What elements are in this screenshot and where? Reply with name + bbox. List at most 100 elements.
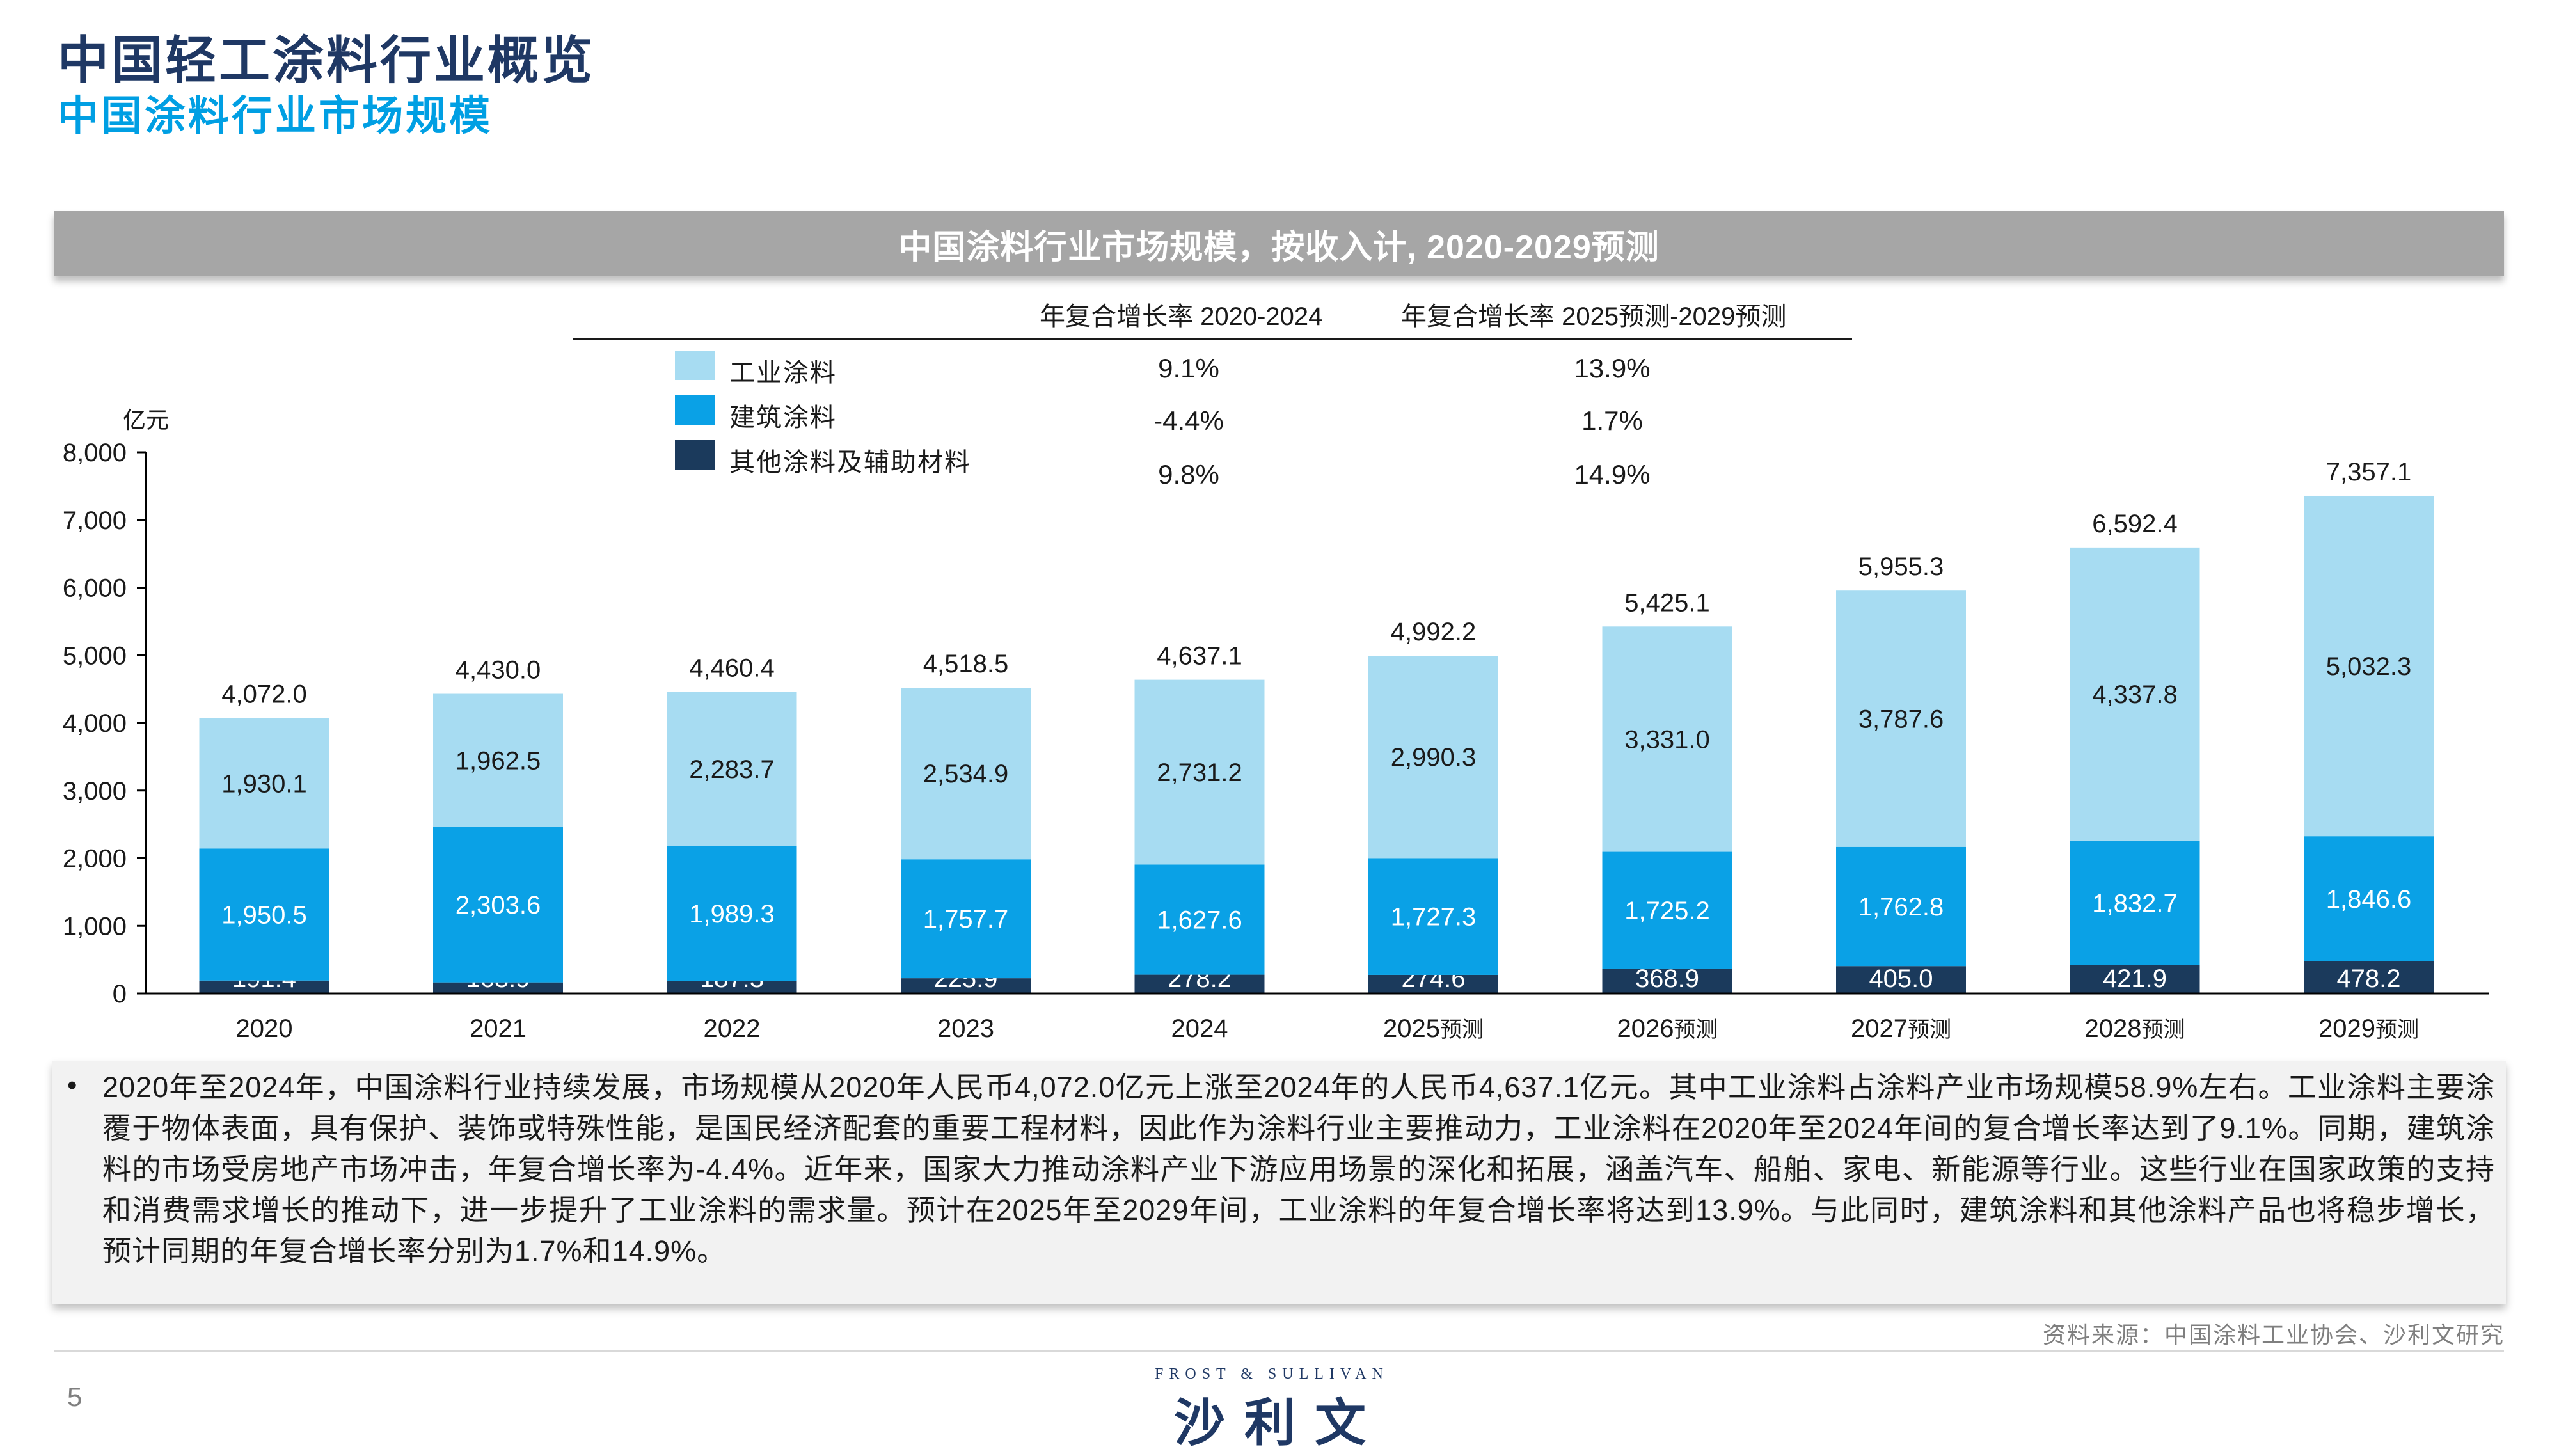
- data-label-architectural: 1,727.3: [1391, 903, 1476, 931]
- legend-label-architectural: 建筑涂料: [729, 404, 837, 432]
- total-label: 4,992.2: [1391, 618, 1476, 646]
- bar-segment-other: [1836, 966, 1966, 993]
- bar-segment-other: [1368, 974, 1498, 993]
- page-number: 5: [67, 1382, 83, 1412]
- data-label-industrial: 5,032.3: [2326, 653, 2411, 681]
- bar-segment-other: [1602, 968, 1732, 993]
- data-label-architectural: 1,757.7: [923, 905, 1008, 933]
- x-tick-label: 2029预测: [2318, 1015, 2419, 1043]
- y-tick-label: 5,000: [63, 642, 127, 670]
- bar-segment-architectural: [1134, 864, 1265, 975]
- total-label: 5,955.3: [1858, 553, 1944, 581]
- y-tick-label: 6,000: [63, 574, 127, 603]
- data-label-industrial: 2,283.7: [689, 756, 774, 784]
- x-tick-label: 2027预测: [1851, 1015, 1951, 1043]
- logo-chinese: 沙利文: [1174, 1395, 1385, 1452]
- summary-box: [52, 1061, 2506, 1304]
- bar-segment-other: [667, 981, 797, 993]
- data-label-architectural: 1,989.3: [689, 900, 774, 928]
- bar-segment-industrial: [433, 693, 563, 827]
- source-note: 资料来源：中国涂料工业协会、沙利文研究: [2042, 1322, 2505, 1348]
- bar-segment-industrial: [1134, 679, 1265, 865]
- bar-segment-industrial: [2070, 547, 2200, 841]
- x-tick-label: 2024: [1171, 1015, 1228, 1043]
- data-label-architectural: 1,832.7: [2092, 889, 2177, 917]
- data-label-architectural: 1,627.6: [1157, 906, 1242, 935]
- bar-segment-architectural: [2304, 836, 2434, 961]
- legend-swatch-industrial: [675, 351, 715, 380]
- cagr-divider: [573, 338, 1852, 340]
- y-tick-label: 2,000: [63, 845, 127, 873]
- total-label: 6,592.4: [2092, 510, 2177, 538]
- y-tick-label: 4,000: [63, 709, 127, 738]
- bar-segment-other: [2304, 961, 2434, 993]
- data-label-industrial: 3,331.0: [1624, 725, 1709, 754]
- bar-segment-other: [1134, 974, 1265, 993]
- cagr-header-2: 年复合增长率 2025预测-2029预测: [1401, 303, 1787, 331]
- logo-english: FROST & SULLIVAN: [1155, 1366, 1389, 1382]
- cagr-other-2020-2024: 9.8%: [1158, 459, 1219, 489]
- bar-segment-industrial: [1368, 656, 1498, 859]
- bar-segment-architectural: [1368, 858, 1498, 975]
- data-label-industrial: 2,534.9: [923, 760, 1008, 788]
- legend-label-industrial: 工业涂料: [729, 359, 837, 387]
- bar-segment-other: [2070, 965, 2200, 993]
- data-label-industrial: 2,990.3: [1391, 743, 1476, 772]
- total-label: 4,072.0: [221, 680, 306, 708]
- footer-divider: [54, 1350, 2504, 1352]
- bullet-icon: •: [67, 1070, 77, 1101]
- bar-segment-architectural: [433, 827, 563, 983]
- x-tick-label: 2023: [937, 1015, 994, 1043]
- cagr-header-1: 年复合增长率 2020-2024: [1040, 303, 1323, 331]
- page-title: 中国轻工涂料行业概览: [58, 32, 595, 89]
- x-tick-label: 2026预测: [1617, 1015, 1718, 1043]
- y-tick-label: 3,000: [63, 777, 127, 805]
- cagr-other-2025-2029: 14.9%: [1574, 459, 1651, 489]
- y-unit-label: 亿元: [123, 407, 170, 433]
- total-label: 4,518.5: [923, 650, 1008, 678]
- y-tick-label: 0: [113, 980, 127, 1008]
- data-label-architectural: 1,725.2: [1624, 897, 1709, 925]
- data-label-industrial: 4,337.8: [2092, 681, 2177, 709]
- data-label-industrial: 2,731.2: [1157, 759, 1242, 787]
- data-label-other: 421.9: [2103, 965, 2167, 993]
- data-label-other: 368.9: [1635, 965, 1699, 993]
- bar-segment-industrial: [199, 718, 329, 849]
- data-label-architectural: 1,950.5: [221, 901, 306, 930]
- total-label: 7,357.1: [2326, 458, 2411, 486]
- cagr-architectural-2025-2029: 1.7%: [1581, 406, 1643, 436]
- data-label-industrial: 1,930.1: [221, 770, 306, 798]
- x-tick-label: 2022: [704, 1015, 761, 1043]
- data-label-architectural: 1,762.8: [1858, 893, 1944, 921]
- bar-segment-architectural: [1836, 846, 1966, 967]
- stacked-bar-chart: 0 1,000 2,000 3,000 4,000 5,000 6,000 7,000 8,00…: [63, 439, 2489, 1043]
- legend-swatch-architectural: [675, 395, 715, 425]
- bar-segment-other: [433, 982, 563, 993]
- bar-segment-industrial: [1836, 590, 1966, 847]
- bar-segment-architectural: [2070, 841, 2200, 965]
- total-label: 4,430.0: [456, 656, 541, 684]
- legend-swatch-other: [675, 440, 715, 470]
- total-label: 5,425.1: [1624, 589, 1709, 617]
- bar-segment-industrial: [901, 688, 1031, 860]
- total-label: 4,637.1: [1157, 642, 1242, 670]
- bar-segment-architectural: [901, 859, 1031, 979]
- total-label: 4,460.4: [689, 654, 774, 682]
- cagr-architectural-2020-2024: -4.4%: [1153, 406, 1224, 436]
- data-label-other: 405.0: [1869, 965, 1933, 993]
- y-tick-label: 8,000: [63, 439, 127, 467]
- y-tick-label: 7,000: [63, 507, 127, 535]
- bar-segment-architectural: [1602, 851, 1732, 969]
- summary-text: 2020年至2024年，中国涂料行业持续发展，市场规模从2020年人民币4,07…: [102, 1071, 2495, 1267]
- cagr-industrial-2020-2024: 9.1%: [1158, 353, 1219, 383]
- chart-banner: 中国涂料行业市场规模，按收入计, 2020-2029预测: [54, 211, 2504, 276]
- bar-segment-other: [901, 978, 1031, 993]
- x-tick-label: 2025预测: [1383, 1015, 1484, 1043]
- page-subtitle: 中国涂料行业市场规模: [58, 93, 493, 139]
- y-tick-label: 1,000: [63, 912, 127, 940]
- bar-segment-architectural: [199, 848, 329, 981]
- data-label-industrial: 1,962.5: [456, 747, 541, 775]
- data-label-other: 478.2: [2336, 965, 2400, 993]
- legend-label-other: 其他涂料及辅助材料: [729, 448, 971, 477]
- bar-segment-industrial: [1602, 626, 1732, 852]
